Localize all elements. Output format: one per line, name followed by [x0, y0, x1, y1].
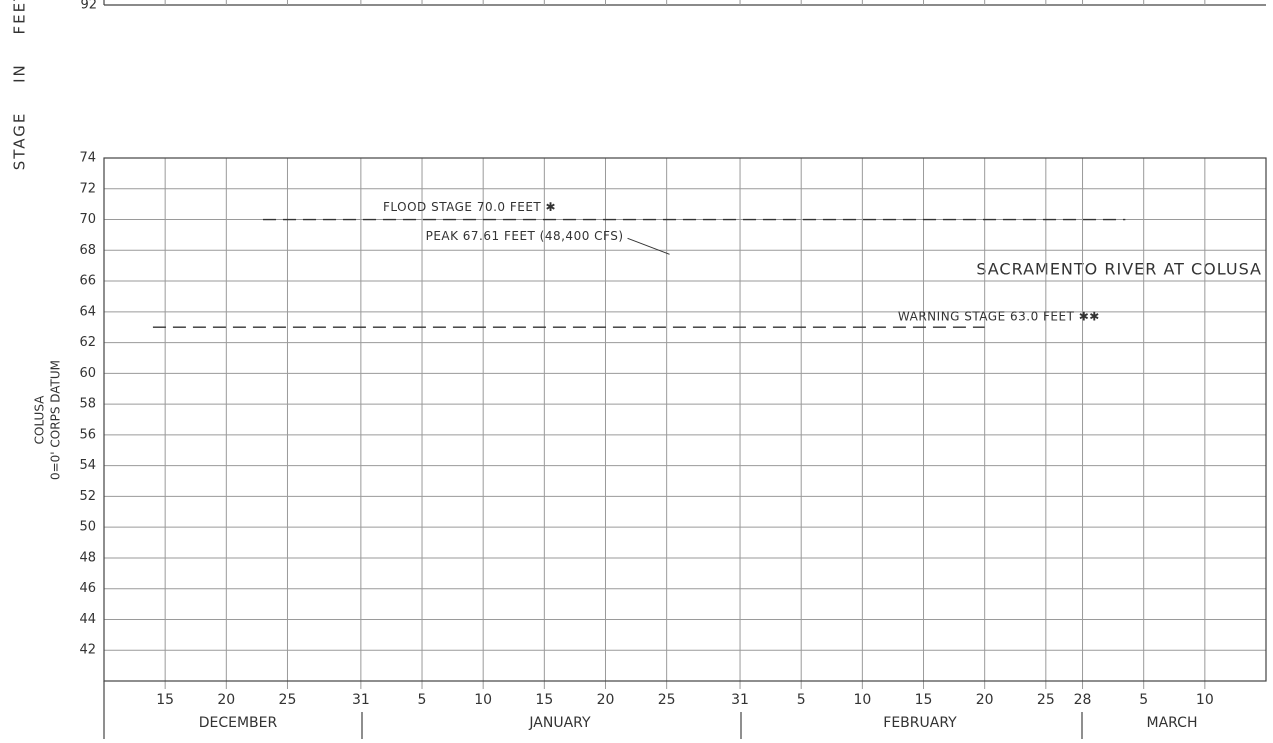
x-tick-label: 5 — [1139, 692, 1148, 708]
annotation-leader — [627, 237, 670, 255]
y-tick-label: 72 — [79, 181, 96, 196]
x-tick-label: 10 — [1196, 692, 1214, 708]
y-tick-label: 92 — [80, 0, 97, 13]
chart-title: SACRAMENTO RIVER AT COLUSA — [976, 260, 1262, 279]
station-label: COLUSA — [33, 395, 47, 445]
x-tick-label: 20 — [597, 692, 615, 708]
y-tick-label: 60 — [79, 366, 96, 381]
y-tick-label: 68 — [79, 243, 96, 258]
x-tick-label: 15 — [156, 692, 174, 708]
x-tick-label: 25 — [658, 692, 676, 708]
peak-label: PEAK 67.61 FEET (48,400 CFS) — [426, 229, 624, 243]
y-tick-label: 74 — [79, 151, 96, 166]
y-tick-label: 44 — [79, 612, 96, 627]
month-label: JANUARY — [528, 715, 591, 731]
x-tick-label: 20 — [976, 692, 994, 708]
axis-label: STAGE IN FEET — [11, 0, 29, 170]
month-label: DECEMBER — [199, 715, 278, 731]
y-tick-label: 50 — [79, 520, 96, 535]
station-label: 0=0' CORPS DATUM — [49, 360, 63, 480]
reference-label: WARNING STAGE 63.0 FEET ✱✱ — [898, 310, 1100, 324]
y-tick-label: 66 — [79, 274, 96, 289]
x-tick-label: 28 — [1074, 692, 1092, 708]
x-tick-label: 5 — [797, 692, 806, 708]
y-tick-label: 52 — [79, 489, 96, 504]
x-tick-label: 20 — [217, 692, 235, 708]
y-tick-label: 54 — [79, 458, 96, 473]
x-tick-label: 10 — [853, 692, 871, 708]
month-label: MARCH — [1147, 715, 1198, 731]
x-tick-label: 10 — [474, 692, 492, 708]
x-tick-label: 31 — [731, 692, 749, 708]
y-tick-label: 48 — [79, 550, 96, 565]
y-tick-label: 62 — [79, 335, 96, 350]
x-tick-label: 5 — [418, 692, 427, 708]
y-tick-label: 46 — [79, 581, 96, 596]
y-tick-label: 56 — [79, 427, 96, 442]
y-tick-label: 58 — [79, 397, 96, 412]
plot-frame — [103, 157, 1267, 682]
x-tick-label: 25 — [1037, 692, 1055, 708]
reference-label: FLOOD STAGE 70.0 FEET ✱ — [383, 200, 556, 214]
x-tick-label: 15 — [915, 692, 933, 708]
month-label: FEBRUARY — [883, 715, 957, 731]
y-tick-label: 70 — [79, 212, 96, 227]
x-tick-label: 25 — [279, 692, 297, 708]
x-tick-label: 15 — [535, 692, 553, 708]
y-tick-label: 42 — [79, 643, 96, 658]
y-tick-label: 64 — [79, 304, 96, 319]
x-tick-label: 31 — [352, 692, 370, 708]
